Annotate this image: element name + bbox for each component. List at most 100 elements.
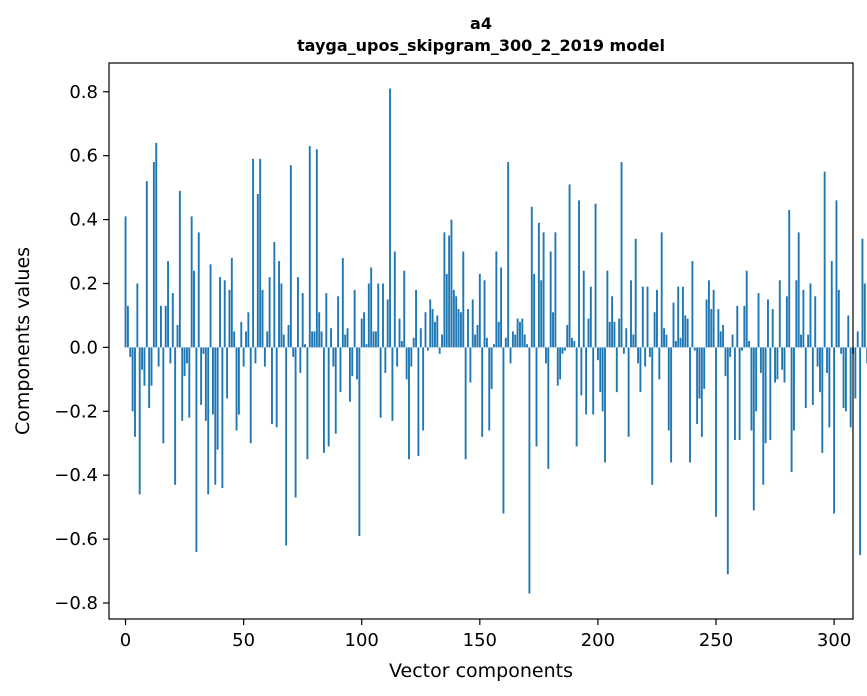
bar-148 xyxy=(474,334,477,348)
bar-27 xyxy=(188,347,191,418)
bar-306 xyxy=(847,315,850,348)
bar-144 xyxy=(464,347,467,460)
bar-85 xyxy=(325,293,328,348)
bar-155 xyxy=(490,347,493,389)
bar-65 xyxy=(278,261,280,348)
bar-33 xyxy=(202,347,205,354)
bar-223 xyxy=(651,347,654,485)
bar-287 xyxy=(802,289,805,348)
bar-268 xyxy=(757,293,760,348)
bar-1 xyxy=(126,305,129,348)
bar-120 xyxy=(408,347,410,460)
bar-98 xyxy=(356,347,358,380)
bar-166 xyxy=(516,318,519,348)
bar-88 xyxy=(332,347,335,367)
bar-178 xyxy=(545,347,547,364)
bar-82 xyxy=(318,312,321,348)
bar-105 xyxy=(372,331,375,348)
y-tick-label: 0.2 xyxy=(69,273,98,294)
bar-199 xyxy=(594,203,597,348)
bar-228 xyxy=(663,328,665,348)
bar-8 xyxy=(143,347,146,386)
bar-79 xyxy=(311,331,314,348)
bar-54 xyxy=(252,158,255,348)
bar-84 xyxy=(322,347,325,453)
bar-201 xyxy=(599,347,602,393)
bar-219 xyxy=(641,286,644,348)
bar-56 xyxy=(256,194,259,348)
bar-134 xyxy=(441,334,443,348)
bar-140 xyxy=(455,296,458,348)
bar-125 xyxy=(419,328,422,348)
x-tick-label: 200 xyxy=(581,630,615,651)
bar-58 xyxy=(261,289,264,348)
bar-284 xyxy=(795,280,798,348)
bar-91 xyxy=(339,347,342,393)
bar-86 xyxy=(327,347,330,447)
bar-102 xyxy=(365,344,368,348)
y-tick-label: −0.6 xyxy=(54,529,98,550)
bar-235 xyxy=(679,337,682,348)
bar-95 xyxy=(348,347,351,402)
bar-298 xyxy=(828,347,831,428)
bar-7 xyxy=(141,347,144,370)
bars-group xyxy=(124,88,867,594)
bar-64 xyxy=(275,347,278,428)
bar-126 xyxy=(422,347,425,431)
bar-232 xyxy=(672,302,675,348)
y-tick-label: −0.4 xyxy=(54,465,98,486)
bar-108 xyxy=(379,347,382,418)
bar-241 xyxy=(693,347,696,351)
bar-154 xyxy=(488,347,491,431)
bar-165 xyxy=(514,334,517,348)
bar-242 xyxy=(696,347,699,425)
bar-280 xyxy=(785,296,788,348)
bar-119 xyxy=(405,347,408,380)
bar-310 xyxy=(856,331,859,348)
bar-217 xyxy=(637,347,640,364)
bar-112 xyxy=(389,88,392,348)
y-tick-label: 0.0 xyxy=(69,337,98,358)
bar-141 xyxy=(457,309,460,348)
bar-256 xyxy=(729,347,732,357)
bar-205 xyxy=(608,321,611,348)
bar-9 xyxy=(145,181,148,348)
bar-272 xyxy=(767,299,769,348)
bar-20 xyxy=(171,293,174,348)
bar-99 xyxy=(358,347,361,536)
bar-180 xyxy=(549,251,552,348)
bar-295 xyxy=(821,347,824,453)
bar-296 xyxy=(823,171,826,348)
y-axis-label: Components values xyxy=(12,247,34,435)
bar-109 xyxy=(382,283,384,348)
bar-269 xyxy=(759,347,762,373)
bar-206 xyxy=(611,296,614,348)
bar-90 xyxy=(337,296,340,348)
bar-273 xyxy=(769,347,772,441)
bar-210 xyxy=(620,162,623,348)
bar-175 xyxy=(537,222,540,348)
bar-307 xyxy=(849,347,852,428)
bar-167 xyxy=(519,321,521,348)
bar-162 xyxy=(507,162,510,348)
bar-147 xyxy=(471,299,474,348)
bar-138 xyxy=(450,219,453,348)
bar-192 xyxy=(578,200,580,348)
bar-77 xyxy=(306,347,309,460)
bar-248 xyxy=(710,309,713,348)
bar-42 xyxy=(223,280,226,348)
bar-190 xyxy=(573,341,576,348)
bar-292 xyxy=(814,296,817,348)
bar-94 xyxy=(346,328,349,348)
bar-216 xyxy=(634,238,637,348)
bar-29 xyxy=(193,270,195,348)
bar-240 xyxy=(691,261,694,348)
bar-78 xyxy=(308,146,311,348)
bar-111 xyxy=(386,299,389,348)
bar-215 xyxy=(632,334,635,348)
y-tick-label: 0.4 xyxy=(69,210,98,231)
bar-80 xyxy=(313,331,316,348)
bar-110 xyxy=(384,347,387,373)
bar-213 xyxy=(627,347,630,437)
bar-229 xyxy=(665,334,668,348)
